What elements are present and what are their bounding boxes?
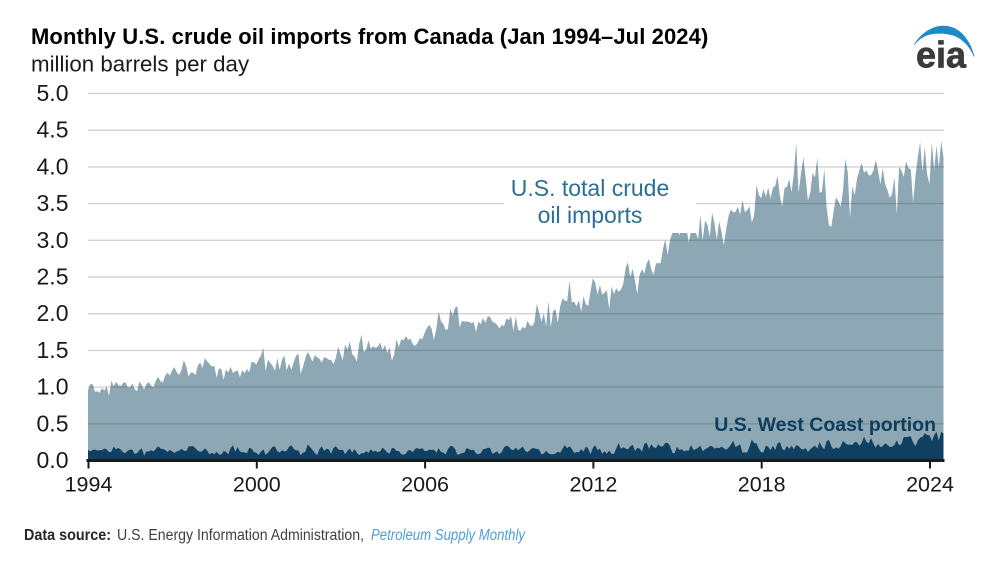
svg-text:3.0: 3.0 (37, 227, 69, 253)
svg-text:eia: eia (916, 35, 966, 76)
svg-text:U.S. West Coast portion: U.S. West Coast portion (714, 414, 936, 436)
svg-text:0.0: 0.0 (37, 447, 69, 473)
svg-text:0.5: 0.5 (37, 410, 69, 436)
svg-text:U.S. Energy Information Admini: U.S. Energy Information Administration, (117, 527, 364, 544)
svg-text:Data source:: Data source: (24, 527, 111, 544)
svg-text:million barrels per day: million barrels per day (31, 52, 250, 77)
svg-text:2.5: 2.5 (37, 264, 69, 290)
svg-text:2.0: 2.0 (37, 300, 69, 326)
svg-text:2018: 2018 (738, 473, 786, 497)
svg-text:3.5: 3.5 (37, 190, 69, 216)
svg-text:1994: 1994 (65, 473, 113, 497)
svg-text:U.S. total crude: U.S. total crude (511, 175, 670, 201)
svg-text:oil imports: oil imports (538, 202, 643, 228)
svg-text:2006: 2006 (401, 473, 449, 497)
svg-text:2012: 2012 (569, 473, 617, 497)
svg-text:2000: 2000 (233, 473, 281, 497)
svg-text:Petroleum Supply Monthly: Petroleum Supply Monthly (371, 527, 526, 544)
svg-text:1.5: 1.5 (37, 337, 69, 363)
svg-text:4.5: 4.5 (37, 117, 69, 143)
svg-text:5.0: 5.0 (37, 80, 69, 106)
svg-text:4.0: 4.0 (37, 153, 69, 179)
svg-text:2024: 2024 (906, 473, 954, 497)
svg-text:1.0: 1.0 (37, 374, 69, 400)
svg-text:Monthly U.S. crude oil imports: Monthly U.S. crude oil imports from Cana… (31, 24, 708, 49)
